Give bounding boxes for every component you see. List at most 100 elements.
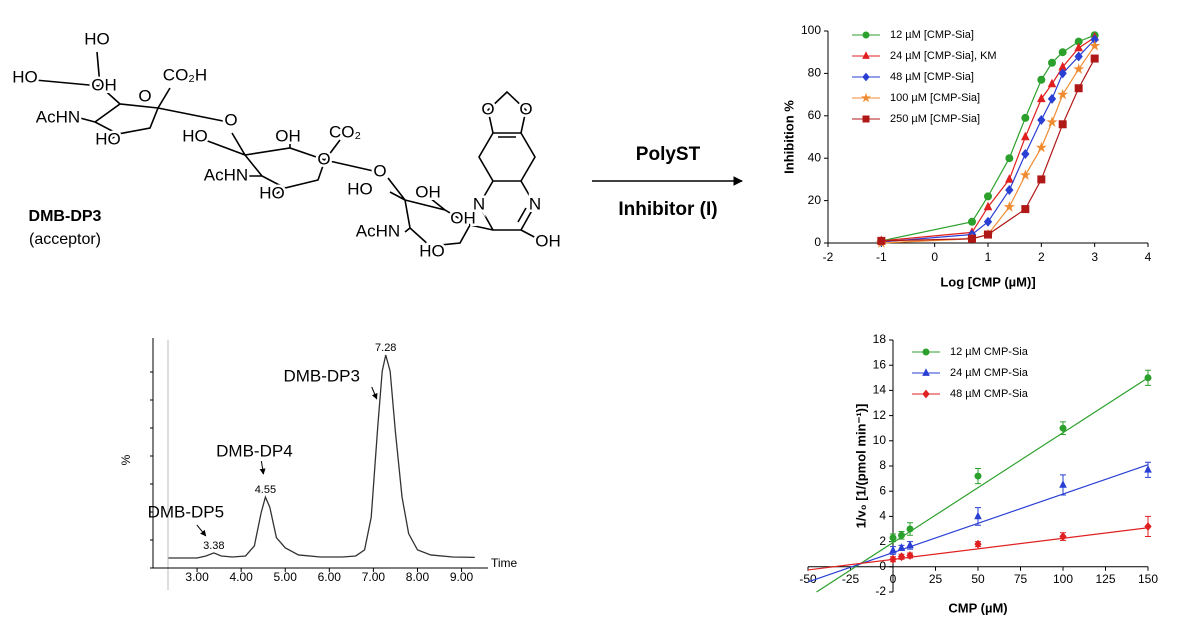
- compound-name: DMB-DP3: [29, 208, 102, 225]
- data-point: [1144, 522, 1152, 531]
- fit-line: [816, 377, 1149, 593]
- x-tick-label: 5.00: [274, 570, 298, 584]
- data-point: [1074, 42, 1083, 52]
- x-tick-label: 4.00: [229, 570, 253, 584]
- data-point: [1058, 120, 1067, 129]
- y-tick-label: 100: [801, 23, 821, 37]
- x-tick-label: 25: [929, 572, 943, 586]
- atom-label: O: [138, 86, 151, 105]
- x-tick-label: 6.00: [318, 570, 342, 584]
- data-point: [984, 192, 992, 201]
- legend-marker: [862, 72, 870, 82]
- x-tick-label: 3: [1091, 250, 1098, 264]
- x-tick-label: 150: [1138, 572, 1158, 586]
- data-point: [1035, 141, 1047, 153]
- x-tick-label: 7.00: [362, 570, 386, 584]
- atom-label: HO: [419, 241, 445, 260]
- x-tick-label: 2: [1038, 250, 1045, 264]
- atom-label: HO: [259, 183, 285, 202]
- x-tick-label: 0: [931, 250, 938, 264]
- data-point: [974, 511, 982, 520]
- y-tick-label: 20: [808, 193, 822, 207]
- x-tick-label: 50: [971, 572, 985, 586]
- data-point: [1037, 115, 1046, 126]
- y-tick-label: 0: [879, 559, 886, 573]
- x-tick-label: 125: [1095, 572, 1115, 586]
- x-axis-label: Time: [491, 556, 518, 570]
- data-point: [1019, 169, 1031, 180]
- data-point: [897, 552, 906, 562]
- data-point: [1047, 93, 1057, 104]
- data-point: [897, 543, 906, 551]
- data-point: [1089, 39, 1101, 51]
- legend-marker: [862, 51, 870, 59]
- legend-marker: [922, 389, 930, 399]
- data-point: [1021, 131, 1030, 141]
- peak-time: 7.28: [375, 342, 396, 354]
- data-point: [974, 472, 982, 480]
- x-tick-label: 100: [1053, 572, 1073, 586]
- bond: [387, 177, 494, 251]
- atom-label: O: [224, 110, 237, 129]
- y-tick-label: 12: [873, 408, 887, 422]
- legend-marker: [862, 115, 870, 123]
- legend-marker: [860, 92, 872, 103]
- data-point: [1005, 154, 1014, 163]
- curve: [881, 39, 1096, 243]
- curve: [881, 58, 1096, 242]
- data-point: [1074, 51, 1083, 62]
- x-tick-label: -25: [842, 572, 860, 586]
- atom-label: OH: [535, 231, 561, 250]
- atom-label: HO: [182, 126, 208, 145]
- data-point: [1037, 75, 1046, 84]
- data-point: [906, 525, 914, 533]
- x-tick-label: -50: [799, 572, 817, 586]
- y-axis-label: 1/v₀ [1/(pmol min⁻¹)]: [853, 404, 868, 529]
- x-tick-label: 1: [985, 250, 992, 264]
- data-point: [1037, 93, 1046, 103]
- y-tick-label: 60: [808, 108, 822, 122]
- x-axis-label: Log [CMP (µM)]: [940, 274, 1035, 289]
- data-point: [1144, 465, 1152, 473]
- x-tick-label: 9.00: [450, 570, 474, 584]
- y-tick-label: 4: [879, 509, 886, 523]
- atom-label: OH: [450, 208, 476, 227]
- atom-label: AcHN: [356, 221, 400, 240]
- x-tick-label: 3.00: [185, 570, 209, 584]
- data-point: [889, 534, 897, 542]
- data-point: [889, 554, 897, 564]
- y-tick-label: -2: [875, 584, 886, 598]
- data-point: [974, 539, 982, 549]
- atom-label: CO₂H: [163, 65, 207, 84]
- data-point: [898, 531, 905, 539]
- data-point: [1003, 201, 1015, 212]
- trace: [168, 354, 475, 559]
- atom-label: AcHN: [204, 165, 248, 184]
- peak-arrow: [196, 524, 207, 537]
- enzyme-label: PolyST: [636, 144, 701, 165]
- atom-label: HO: [84, 29, 110, 48]
- y-tick-label: 80: [808, 66, 822, 80]
- peak-time: 3.38: [203, 540, 224, 552]
- legend-label: 48 µM CMP-Sia: [950, 388, 1029, 400]
- atom-label: HO: [12, 67, 38, 86]
- data-point: [968, 234, 976, 243]
- y-tick-label: 16: [873, 357, 887, 371]
- fit-line: [807, 527, 1149, 571]
- atom-label: HO: [347, 179, 373, 198]
- legend-label: 100 µM [CMP-Sia]: [890, 92, 980, 104]
- y-tick-label: 10: [873, 433, 887, 447]
- data-point: [1021, 148, 1030, 159]
- legend-label: 24 µM [CMP-Sia], KM: [890, 50, 997, 62]
- y-tick-label: 14: [873, 383, 887, 397]
- y-tick-label: 40: [808, 150, 822, 164]
- y-tick-label: 8: [879, 458, 886, 472]
- atom-label: O: [317, 149, 330, 168]
- atom-label: O: [373, 161, 386, 180]
- y-tick-label: 6: [879, 483, 886, 497]
- bond: [34, 51, 229, 141]
- data-point: [1057, 88, 1069, 100]
- data-point: [983, 216, 993, 227]
